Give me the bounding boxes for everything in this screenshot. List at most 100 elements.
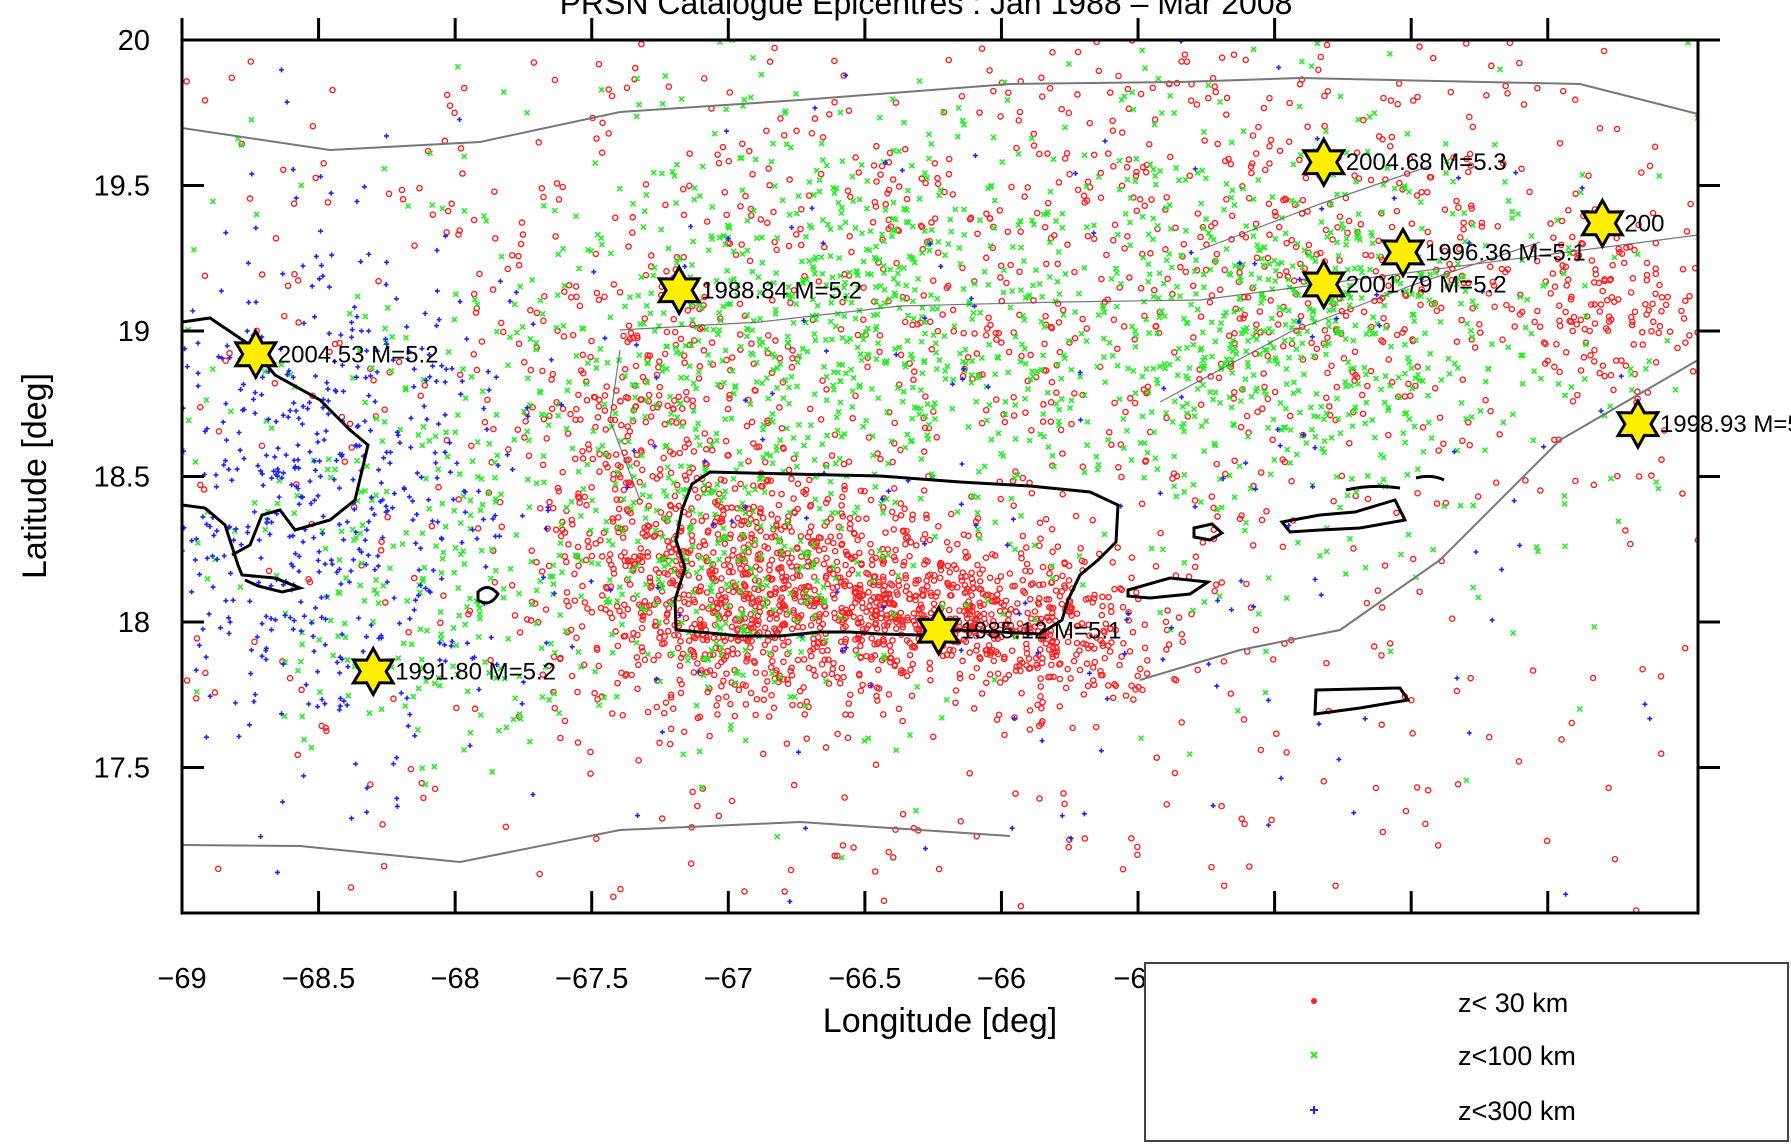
epicentre-point [901,505,908,513]
epicentre-point [1388,378,1396,386]
epicentre-point [1591,320,1599,327]
epicentre-point [1110,163,1117,170]
epicentre-point [1534,307,1541,315]
epicentre-point [831,595,838,602]
epicentre-point [657,530,664,537]
epicentre-point [1313,345,1321,353]
epicentre-point [1394,100,1402,108]
epicentre-point [1549,270,1557,277]
epicentre-point [903,672,911,680]
epicentre-point [1043,596,1050,603]
epicentre-point [569,521,576,528]
epicentre-point [912,580,919,587]
epicentre-point [734,514,742,522]
epicentre-point [994,577,1001,585]
epicentre-point [1570,313,1578,321]
epicentre-point [750,598,757,606]
epicentre-point [945,606,953,614]
epicentre-point [1034,599,1042,606]
epicentre-point [1466,150,1474,158]
epicentre-point [879,573,887,581]
epicentre-point [1121,245,1128,252]
epicentre-point [1286,412,1294,420]
epicentre-point [926,536,934,544]
epicentre-point [846,582,854,589]
epicentre-point [637,545,645,552]
epicentre-point [956,674,964,682]
epicentre-point [893,588,900,596]
epicentre-point [1469,305,1477,312]
epicentre-point [770,704,778,712]
epicentre-point [631,560,639,568]
epicentre-point [796,687,804,695]
epicentre-point [581,599,589,606]
epicentre-point [1080,640,1087,647]
epicentre-point [557,734,564,742]
epicentre-point [767,591,775,599]
epicentre-point [1095,550,1103,558]
epicentre-point [1052,587,1060,594]
epicentre-point [514,426,522,433]
epicentre-point [1089,664,1097,671]
epicentre-point [1682,297,1689,305]
epicentre-point [1079,463,1087,471]
epicentre-point [1186,172,1194,179]
epicentre-point [525,452,533,459]
epicentre-point [779,621,787,628]
epicentre-point [1118,129,1126,136]
epicentre-point [576,499,583,506]
epicentre-point [700,538,708,545]
epicentre-point [1064,241,1071,249]
epicentre-point [679,650,687,658]
epicentre-point [1375,237,1382,245]
epicentre-point [1256,308,1264,315]
epicentre-point [996,585,1004,593]
epicentre-point [840,580,848,588]
epicentre-point [667,725,675,733]
epicentre-point [899,623,907,631]
epicentre-point [516,629,524,636]
epicentre-point [660,554,668,561]
epicentre-point [1591,346,1598,354]
epicentre-point [748,534,755,542]
epicentre-point [593,646,601,653]
epicentre-point [673,419,680,427]
epicentre-point [1556,139,1564,147]
epicentre-point [1064,665,1071,673]
epicentre-point [1061,559,1068,566]
epicentre-point [1054,543,1062,550]
epicentre-point [584,537,592,545]
epicentre-point [1686,292,1693,300]
epicentre-point [1067,675,1074,682]
epicentre-point [1555,302,1563,310]
epicentre-point [892,99,900,106]
epicentre-point [989,598,996,605]
epicentre-point [527,366,535,374]
epicentre-point [527,306,534,314]
epicentre-point [790,495,797,502]
epicentre-point [1065,562,1073,570]
epicentre-point [732,251,740,259]
epicentre-point [656,383,664,391]
epicentre-point [836,532,843,540]
epicentre-point [985,641,993,649]
epicentre-point [904,533,912,541]
epicentre-point [718,575,725,582]
epicentre-point [561,717,569,725]
epicentre-point [711,671,718,679]
epicentre-point [1080,691,1088,698]
epicentre-point [1444,283,1452,290]
epicentre-point [742,682,750,689]
epicentre-point [533,558,540,566]
epicentre-point [1089,599,1097,606]
epicentre-point [1035,594,1043,602]
epicentre-point [1151,116,1159,123]
epicentre-point [1073,622,1081,630]
epicentre-point [647,438,655,446]
epicentre-point [976,577,984,585]
epicentre-point [1039,698,1046,706]
epicentre-point [927,609,935,617]
epicentre-point [825,656,832,663]
epicentre-point [1288,236,1296,244]
